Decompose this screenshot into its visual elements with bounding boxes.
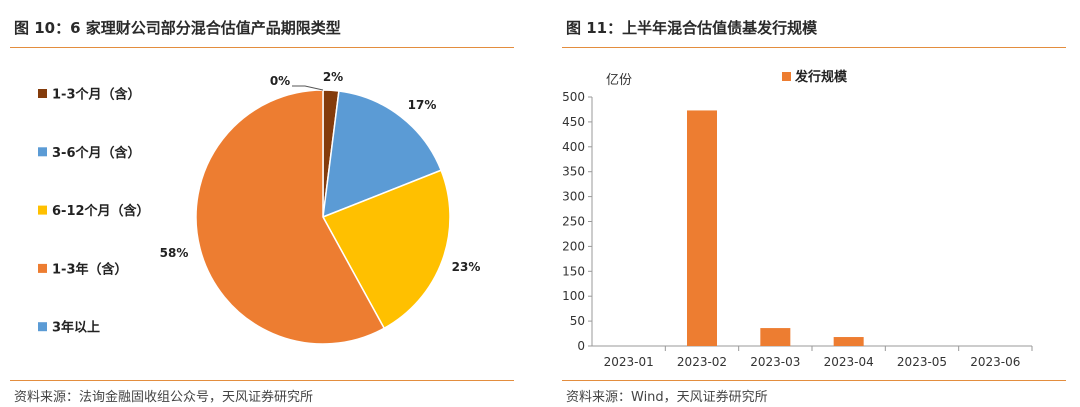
- right-figure-title: 图 11：上半年混合估值债基发行规模: [566, 19, 818, 37]
- bar: [760, 328, 791, 346]
- y-tick-label: 300: [562, 190, 585, 204]
- pie-slice: [321, 169, 451, 330]
- legend-label: 3-6个月（含）: [52, 145, 141, 161]
- y-tick-label: 250: [562, 215, 585, 229]
- legend-swatch: [38, 322, 47, 332]
- pie-data-label: 2%: [323, 70, 343, 84]
- legend-label: 1-3个月（含）: [52, 87, 141, 103]
- legend-swatch: [38, 89, 47, 98]
- right-title-rule: [562, 47, 1066, 48]
- y-tick-label: 50: [570, 314, 585, 328]
- legend-swatch: [38, 205, 47, 215]
- x-tick-label: 2023-02: [677, 355, 727, 369]
- legend-swatch: [38, 147, 47, 157]
- legend-label: 1-3年（含）: [52, 261, 128, 277]
- y-tick-label: 450: [562, 115, 585, 129]
- bar-chart: 0 50 100 150 200 250 300 350 400 450 500 亿份 2023-01 2…: [562, 69, 1033, 369]
- pie-slice: [322, 90, 443, 219]
- x-tick-label: 2023-01: [604, 355, 654, 369]
- y-tick-label: 400: [562, 140, 585, 154]
- pie-data-label: 17%: [408, 98, 437, 112]
- pie-slice: [195, 89, 386, 345]
- pie-data-label: 0%: [270, 74, 290, 88]
- legend-label: 发行规模: [794, 69, 848, 85]
- x-tick-label: 2023-03: [750, 355, 800, 369]
- y-axis-unit-label: 亿份: [606, 73, 632, 88]
- bar: [833, 337, 864, 346]
- pie-data-label: 23%: [452, 260, 481, 274]
- right-figure-panel: 图 11：上半年混合估值债基发行规模 0 50 100 150 200 250 300 350…: [552, 0, 1080, 407]
- y-tick-label: 500: [562, 90, 585, 104]
- legend-label: 3年以上: [52, 320, 100, 336]
- y-tick-label: 350: [562, 165, 585, 179]
- y-tick-label: 150: [562, 264, 585, 278]
- legend-label: 6-12个月（含）: [52, 203, 150, 219]
- right-source-rule: [562, 380, 1066, 381]
- left-figure-title: 图 10：6 家理财公司部分混合估值产品期限类型: [14, 19, 341, 37]
- x-tick-label: 2023-04: [824, 355, 874, 369]
- left-source-note: 资料来源：法询金融固收组公众号，天风证券研究所: [14, 390, 314, 405]
- pie-chart: 2% 17% 23% 58% 0% 1-3个月（含） 3-6个月（含） 6-12个月（含） 1-…: [38, 70, 481, 345]
- y-tick-label: 100: [562, 289, 585, 303]
- bar: [687, 110, 717, 346]
- legend-swatch: [782, 72, 791, 81]
- legend-swatch: [38, 263, 47, 273]
- pie-leader-line: [292, 85, 324, 91]
- left-source-rule: [10, 380, 514, 381]
- left-title-rule: [10, 47, 514, 48]
- y-tick-label: 200: [562, 239, 585, 253]
- pie-data-label: 58%: [160, 246, 189, 260]
- x-tick-label: 2023-05: [897, 355, 947, 369]
- x-tick-label: 2023-06: [970, 355, 1020, 369]
- y-tick-label: 0: [577, 339, 585, 353]
- right-source-note: 资料来源：Wind，天风证券研究所: [566, 390, 768, 405]
- left-figure-panel: 图 10：6 家理财公司部分混合估值产品期限类型 2% 17% 23% 58% 0% 1-…: [0, 0, 528, 407]
